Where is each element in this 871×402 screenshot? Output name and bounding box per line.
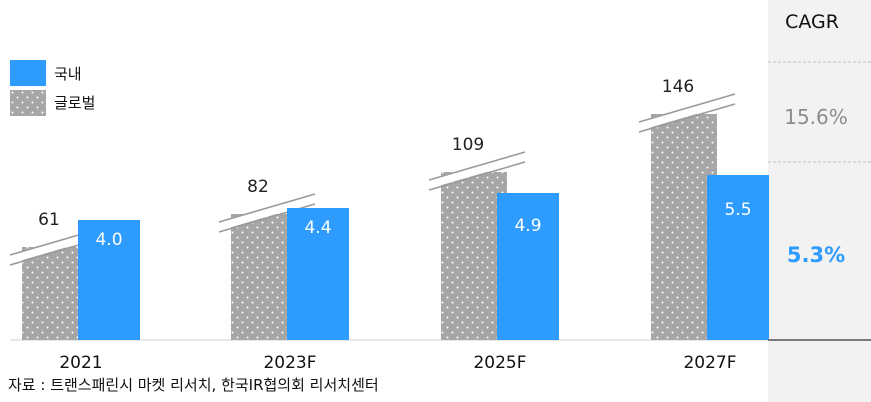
cagr-panel <box>768 0 871 402</box>
axis-break-line <box>638 93 736 123</box>
data-label-global-2023F: 82 <box>247 177 269 197</box>
x-tick-label-2027F: 2027F <box>683 353 736 373</box>
bar-global-2023F <box>231 214 297 340</box>
data-label-global-2021: 61 <box>38 210 60 230</box>
axis-break-gap <box>637 93 737 131</box>
bar-domestic-2025F <box>497 193 559 340</box>
legend-swatch-global <box>10 90 46 116</box>
source-note: 자료 : 트랜스패린시 마켓 리서치, 한국IR협의회 리서치센터 <box>8 376 379 394</box>
legend-label-domestic: 국내 <box>54 65 82 83</box>
axis-break-line <box>428 161 526 191</box>
data-label-domestic-2023F: 4.4 <box>304 218 331 238</box>
axis-break-gap <box>427 151 527 189</box>
bar-domestic-2027F <box>707 175 769 340</box>
data-label-global-2027F: 146 <box>662 77 694 97</box>
cagr-domestic-value: 5.3% <box>787 243 845 267</box>
data-label-domestic-2021: 4.0 <box>95 230 122 250</box>
data-label-domestic-2027F: 5.5 <box>724 200 751 220</box>
bar-domestic-2023F <box>287 208 349 340</box>
axis-break-gap <box>217 193 317 231</box>
data-label-global-2025F: 109 <box>452 135 484 155</box>
data-label-domestic-2025F: 4.9 <box>514 216 541 236</box>
x-tick-label-2021: 2021 <box>59 353 102 373</box>
cagr-header: CAGR <box>785 11 839 33</box>
bar-global-2025F <box>441 172 507 340</box>
x-tick-label-2025F: 2025F <box>473 353 526 373</box>
cagr-global-value: 15.6% <box>784 105 848 129</box>
bar-global-2027F <box>651 114 717 340</box>
x-tick-label-2023F: 2023F <box>263 353 316 373</box>
legend-swatch-domestic <box>10 60 46 86</box>
bar-domestic-2021 <box>78 220 140 340</box>
axis-break-line <box>428 151 526 181</box>
axis-break-line <box>218 193 316 223</box>
legend-label-global: 글로벌 <box>54 94 95 112</box>
bar-global-2021 <box>22 247 88 340</box>
axis-break-line <box>638 103 736 133</box>
